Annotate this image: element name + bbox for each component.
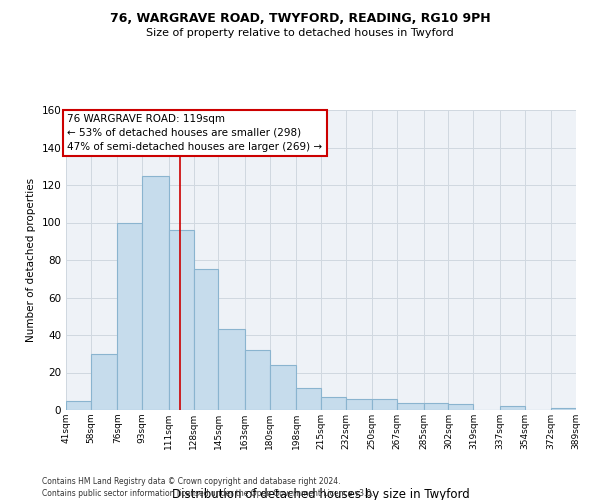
- Text: Contains public sector information licensed under the Open Government Licence v3: Contains public sector information licen…: [42, 489, 374, 498]
- Bar: [500, 406, 525, 410]
- Bar: [193, 270, 218, 410]
- Bar: [218, 330, 245, 410]
- Bar: [66, 400, 91, 410]
- Bar: [117, 222, 142, 410]
- Text: Size of property relative to detached houses in Twyford: Size of property relative to detached ho…: [146, 28, 454, 38]
- Bar: [296, 388, 321, 410]
- Bar: [142, 176, 169, 410]
- Bar: [91, 354, 117, 410]
- Y-axis label: Number of detached properties: Number of detached properties: [26, 178, 36, 342]
- Bar: [448, 404, 473, 410]
- Bar: [321, 397, 346, 410]
- Bar: [346, 399, 372, 410]
- Text: 76 WARGRAVE ROAD: 119sqm
← 53% of detached houses are smaller (298)
47% of semi-: 76 WARGRAVE ROAD: 119sqm ← 53% of detach…: [67, 114, 323, 152]
- Bar: [551, 408, 576, 410]
- Text: Contains HM Land Registry data © Crown copyright and database right 2024.: Contains HM Land Registry data © Crown c…: [42, 478, 341, 486]
- Bar: [424, 402, 448, 410]
- Bar: [270, 365, 296, 410]
- Text: 76, WARGRAVE ROAD, TWYFORD, READING, RG10 9PH: 76, WARGRAVE ROAD, TWYFORD, READING, RG1…: [110, 12, 490, 26]
- Bar: [397, 402, 424, 410]
- X-axis label: Distribution of detached houses by size in Twyford: Distribution of detached houses by size …: [172, 488, 470, 500]
- Bar: [372, 399, 397, 410]
- Bar: [245, 350, 270, 410]
- Bar: [169, 230, 193, 410]
